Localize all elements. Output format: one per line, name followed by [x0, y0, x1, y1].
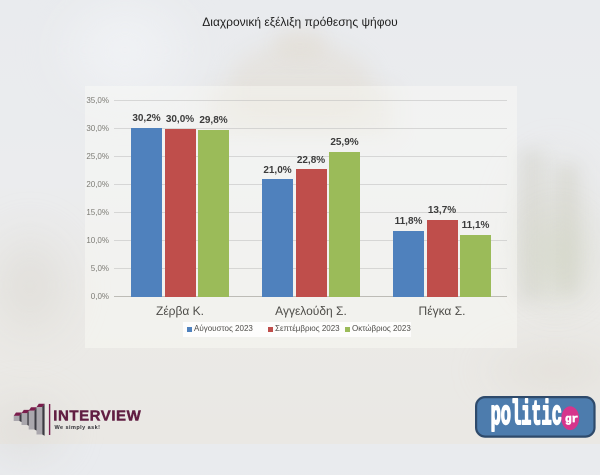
svg-text:politic: politic [491, 397, 562, 435]
svg-text:INTERVIEW: INTERVIEW [53, 408, 141, 425]
svg-text:We simply ask!: We simply ask! [55, 425, 101, 431]
svg-text:gr: gr [565, 414, 578, 426]
